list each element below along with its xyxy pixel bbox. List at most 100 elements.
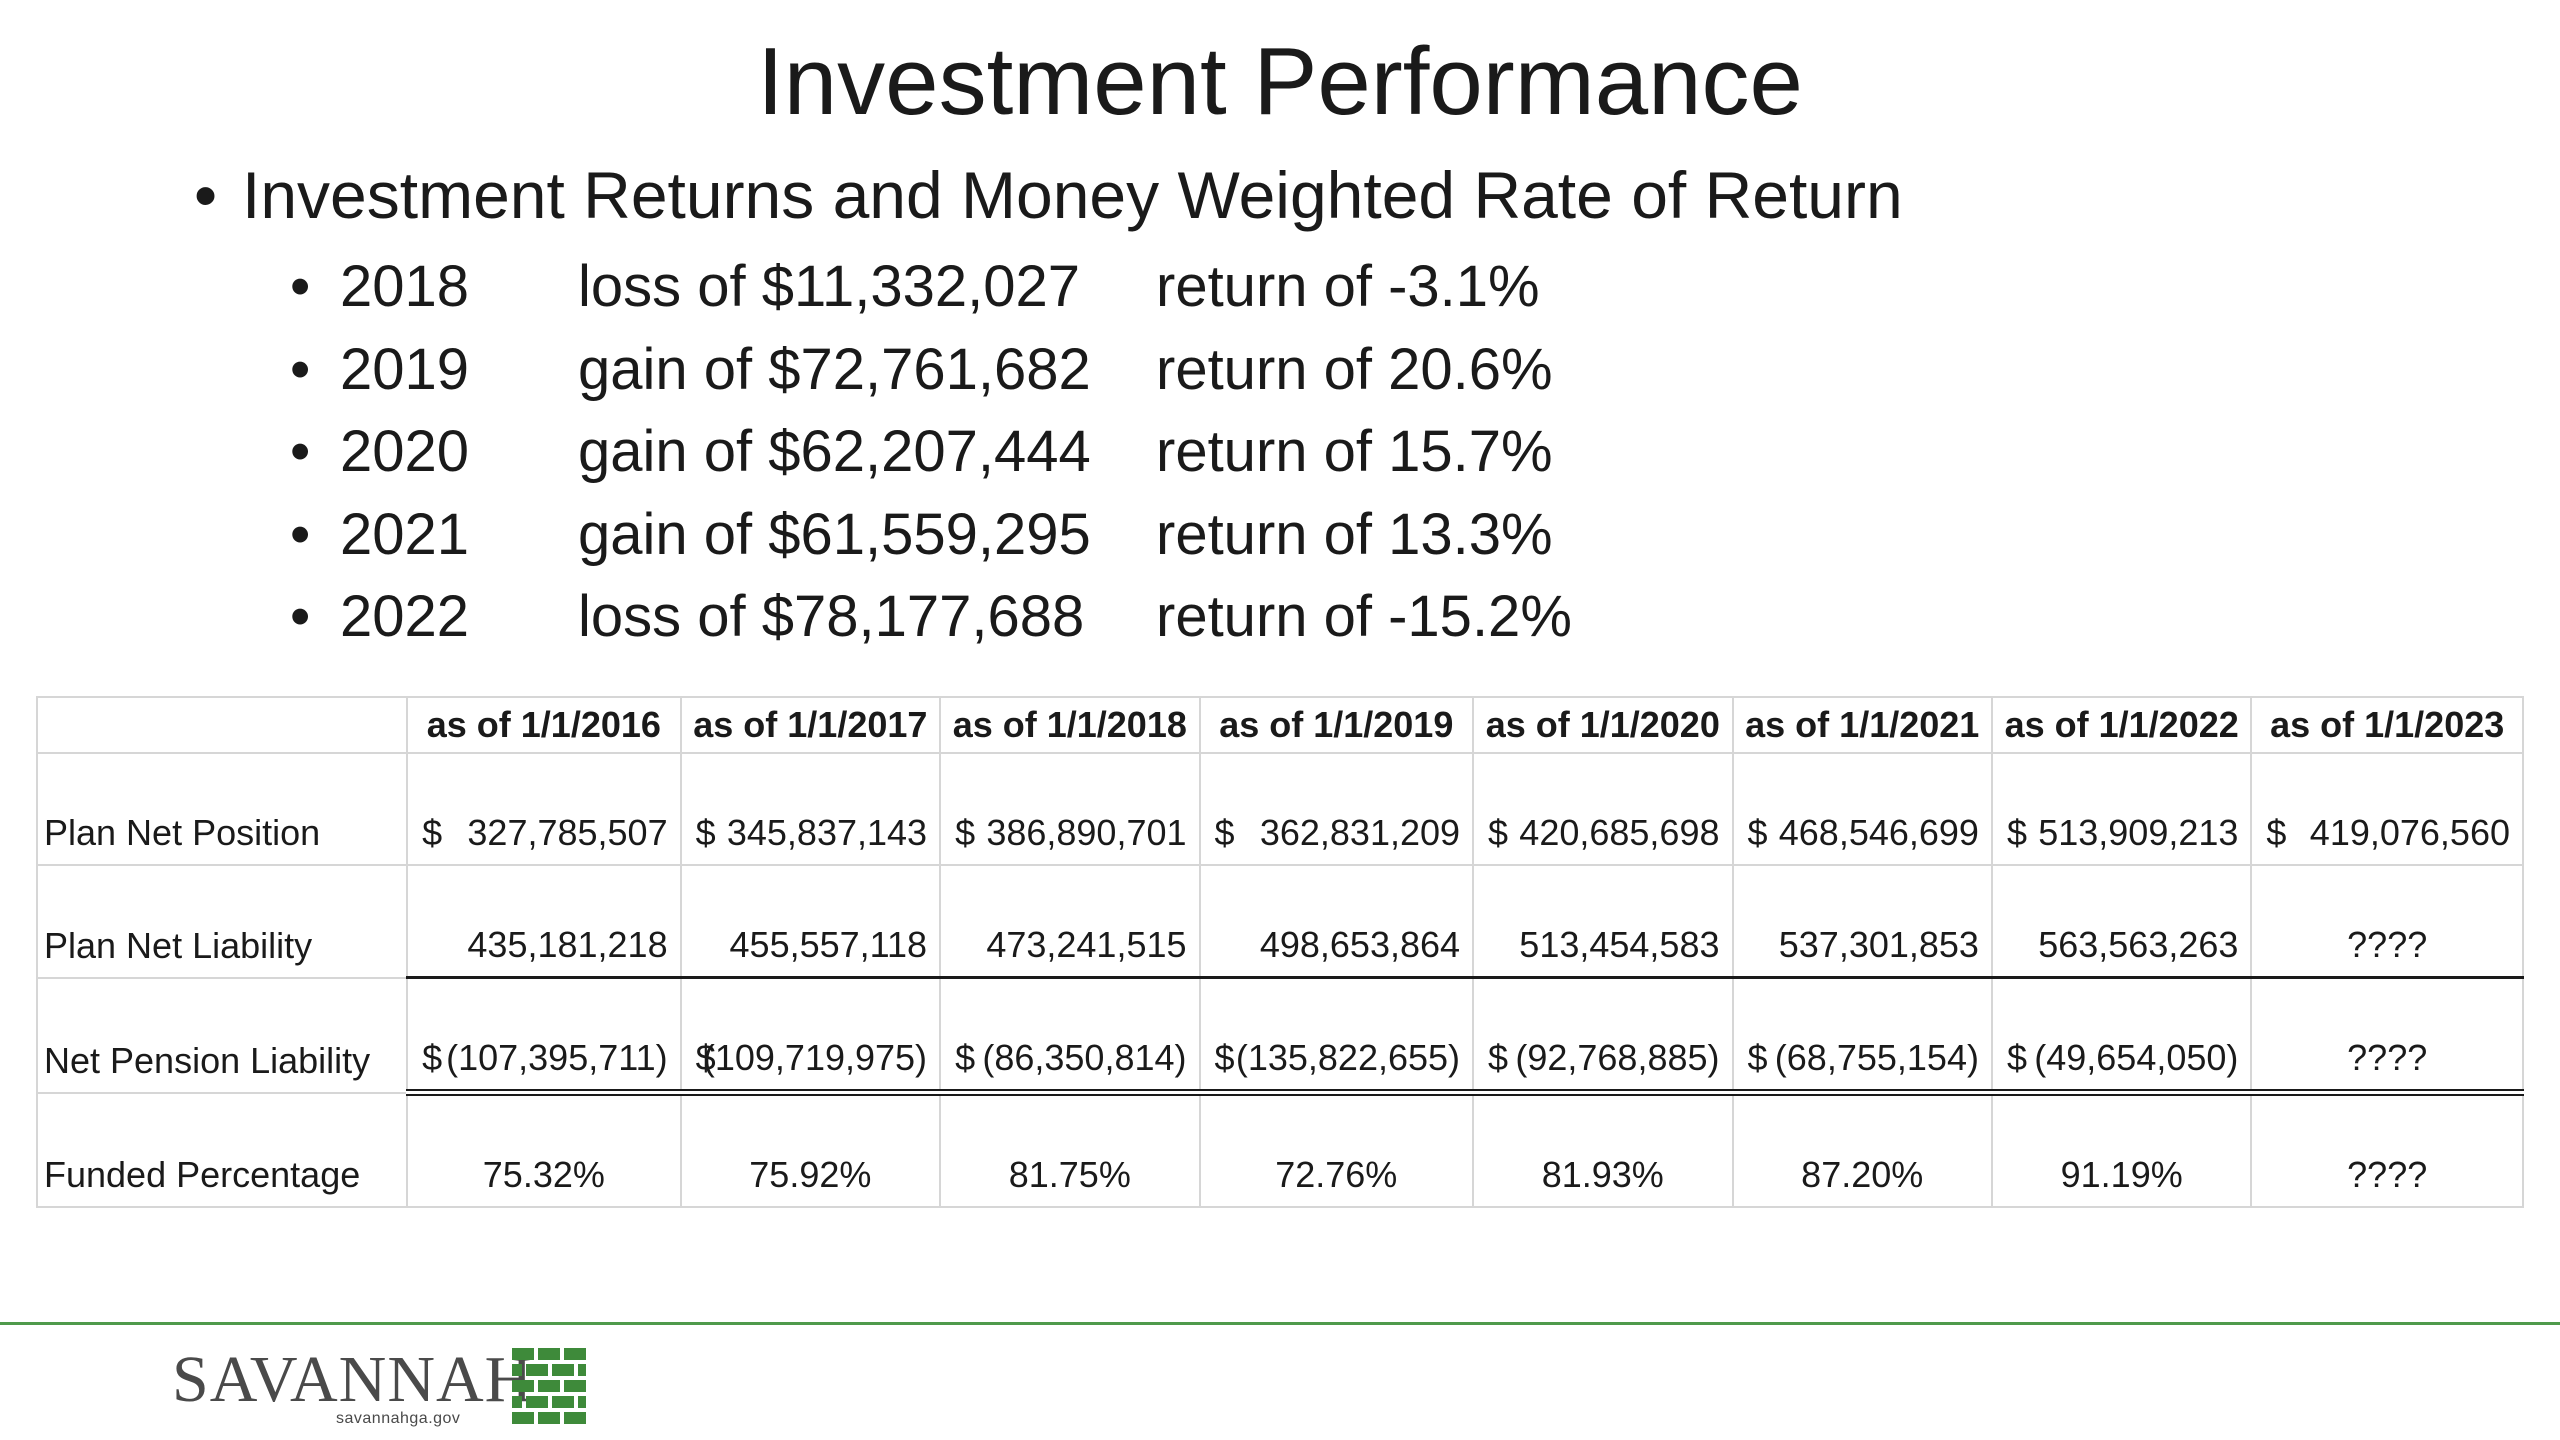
brick-square-icon bbox=[512, 1348, 586, 1424]
bullet-dot: • bbox=[194, 158, 218, 232]
return-year: 2018 bbox=[340, 254, 470, 319]
table-cell: $420,685,698 bbox=[1472, 752, 1734, 866]
bullet-dot: • bbox=[290, 584, 311, 649]
row-label: Plan Net Position bbox=[35, 752, 409, 866]
cell-value: 420,685,698 bbox=[1519, 812, 1720, 853]
currency-sign: $ bbox=[1214, 812, 1235, 853]
bullet-dot: • bbox=[290, 336, 311, 402]
return-year: 2022 bbox=[340, 584, 470, 649]
table-cell: 75.32% bbox=[406, 1091, 682, 1208]
return-rate: return of -3.1% bbox=[1156, 254, 1540, 319]
return-year: 2020 bbox=[340, 419, 470, 484]
column-header: as of 1/1/2019 bbox=[1198, 696, 1475, 754]
cell-value: 362,831,209 bbox=[1259, 812, 1461, 853]
pension-table: as of 1/1/2016 as of 1/1/2017 as of 1/1/… bbox=[35, 696, 2524, 1208]
currency-sign: $ bbox=[695, 812, 716, 853]
return-rate: return of 20.6% bbox=[1156, 336, 1553, 402]
logo-wordmark: SAVANNAH bbox=[172, 1343, 534, 1416]
return-rate: return of 15.7% bbox=[1156, 419, 1553, 484]
table-row: Net Pension Liability $ (107,395,711) $ (1… bbox=[35, 976, 2524, 1096]
bullet-dot: • bbox=[290, 419, 311, 484]
cell-value: 345,837,143 bbox=[726, 812, 928, 853]
cell-value: 386,890,701 bbox=[986, 812, 1187, 853]
currency-sign: $ bbox=[1488, 1037, 1509, 1078]
return-rate: return of 13.3% bbox=[1156, 501, 1553, 567]
cell-value: 327,785,507 bbox=[467, 812, 668, 853]
currency-sign: $ bbox=[1747, 1037, 1768, 1078]
table-cell: 473,241,515 bbox=[939, 864, 1201, 979]
currency-sign: $ bbox=[422, 812, 443, 853]
list-item: • 2022 loss of $78,177,688 return of -15… bbox=[290, 576, 1890, 659]
table-cell: $345,837,143 bbox=[679, 752, 942, 866]
currency-sign: $ bbox=[955, 1037, 976, 1078]
cell-value: (109,719,975) bbox=[702, 1037, 928, 1078]
cell-value: (107,395,711) bbox=[446, 1037, 668, 1078]
table-cell: 435,181,218 bbox=[406, 864, 682, 979]
bullet-dot: • bbox=[290, 254, 311, 319]
bullet-dot: • bbox=[290, 501, 311, 567]
column-header: as of 1/1/2018 bbox=[939, 696, 1201, 754]
column-header: as of 1/1/2023 bbox=[2250, 696, 2524, 754]
main-bullet-text: Investment Returns and Money Weighted Ra… bbox=[242, 158, 1903, 232]
table-cell: $ (107,395,711) bbox=[406, 976, 682, 1096]
currency-sign: $ bbox=[1214, 1037, 1235, 1078]
table-cell: $ (68,755,154) bbox=[1731, 976, 1993, 1096]
table-cell: $362,831,209 bbox=[1198, 752, 1475, 866]
table-cell: 81.93% bbox=[1472, 1091, 1734, 1208]
return-amount: loss of $11,332,027 bbox=[578, 254, 1080, 319]
table-cell: ???? bbox=[2250, 976, 2524, 1096]
list-item: • 2021 gain of $61,559,295 return of 13.… bbox=[290, 494, 1890, 577]
cell-value: (92,768,885) bbox=[1515, 1037, 1720, 1078]
cell-value: (68,755,154) bbox=[1774, 1037, 1979, 1078]
column-header bbox=[35, 696, 409, 754]
list-item: • 2020 gain of $62,207,444 return of 15.… bbox=[290, 411, 1890, 494]
table-cell: 91.19% bbox=[1990, 1091, 2253, 1208]
return-amount: loss of $78,177,688 bbox=[578, 584, 1085, 649]
table-row: Funded Percentage 75.32% 75.92% 81.75% 7… bbox=[35, 1091, 2524, 1208]
column-header: as of 1/1/2021 bbox=[1731, 696, 1993, 754]
table-cell: 563,563,263 bbox=[1990, 864, 2253, 979]
table-cell: 81.75% bbox=[939, 1091, 1201, 1208]
currency-sign: $ bbox=[955, 812, 976, 853]
table-cell: 75.92% bbox=[679, 1091, 942, 1208]
table-cell: $386,890,701 bbox=[939, 752, 1201, 866]
table-cell: 87.20% bbox=[1731, 1091, 1993, 1208]
cell-value: (49,654,050) bbox=[2034, 1037, 2239, 1078]
cell-value: (86,350,814) bbox=[982, 1037, 1187, 1078]
return-amount: gain of $72,761,682 bbox=[578, 336, 1091, 402]
table-cell: $ (135,822,655) bbox=[1198, 976, 1475, 1096]
currency-sign: $ bbox=[2006, 1037, 2027, 1078]
return-rate: return of -15.2% bbox=[1156, 584, 1572, 649]
cell-value: 468,546,699 bbox=[1778, 812, 1979, 853]
return-year: 2021 bbox=[340, 501, 470, 567]
column-header: as of 1/1/2022 bbox=[1990, 696, 2253, 754]
return-amount: gain of $62,207,444 bbox=[578, 419, 1091, 484]
row-label: Funded Percentage bbox=[35, 1091, 409, 1208]
table-row: Plan Net Liability 435,181,218 455,557,1… bbox=[35, 864, 2524, 979]
currency-sign: $ bbox=[1747, 812, 1768, 853]
table-cell: $ (92,768,885) bbox=[1472, 976, 1734, 1096]
cell-value: 419,076,560 bbox=[2309, 812, 2510, 853]
table-cell: $327,785,507 bbox=[406, 752, 682, 866]
returns-list: • 2018 loss of $11,332,027 return of -3.… bbox=[290, 246, 1890, 659]
currency-sign: $ bbox=[1488, 812, 1509, 853]
logo-domain: savannahga.gov bbox=[336, 1410, 461, 1427]
cell-value: (135,822,655) bbox=[1235, 1037, 1461, 1078]
currency-sign: $ bbox=[2266, 812, 2287, 853]
table-header-row: as of 1/1/2016 as of 1/1/2017 as of 1/1/… bbox=[35, 696, 2524, 754]
list-item: • 2019 gain of $72,761,682 return of 20.… bbox=[290, 329, 1890, 412]
currency-sign: $ bbox=[2006, 812, 2027, 853]
slide-title: Investment Performance bbox=[757, 28, 1803, 135]
table-cell: $ (109,719,975) bbox=[679, 976, 942, 1096]
table-cell: 513,454,583 bbox=[1472, 864, 1734, 979]
table-cell: $468,546,699 bbox=[1731, 752, 1993, 866]
currency-sign: $ bbox=[695, 1037, 716, 1078]
return-amount: gain of $61,559,295 bbox=[578, 501, 1091, 567]
footer-rule bbox=[0, 1322, 2560, 1325]
savannah-logo: SAVANNAH savannahga.gov bbox=[172, 1346, 592, 1432]
currency-sign: $ bbox=[422, 1037, 443, 1078]
column-header: as of 1/1/2020 bbox=[1472, 696, 1734, 754]
table-cell: 537,301,853 bbox=[1731, 864, 1993, 979]
table-cell: $419,076,560 bbox=[2250, 752, 2524, 866]
table-cell: ???? bbox=[2250, 1091, 2524, 1208]
